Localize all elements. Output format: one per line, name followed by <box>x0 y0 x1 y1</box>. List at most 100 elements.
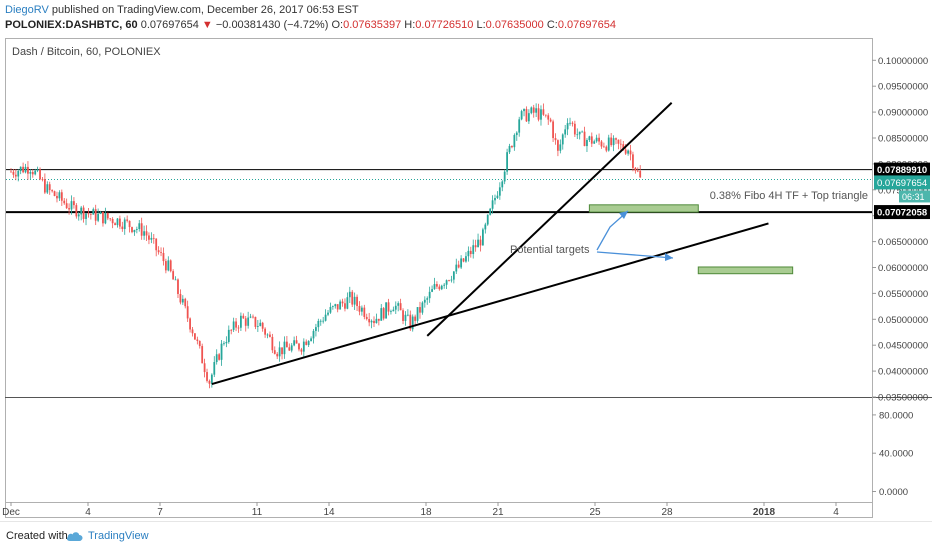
candle-body <box>56 195 58 199</box>
target-zone-2[interactable] <box>697 266 794 275</box>
candle-body <box>111 218 114 224</box>
candle-body <box>557 140 559 151</box>
candle-body <box>14 174 17 177</box>
time-tick-label: 18 <box>420 507 432 518</box>
candle-body <box>595 137 598 142</box>
price-tick-label: 0.06500000 <box>878 237 928 248</box>
candle-body <box>244 318 247 326</box>
candle-body <box>89 214 92 215</box>
price-tick-label: 0.08500000 <box>878 134 928 145</box>
candle-body <box>65 203 68 209</box>
candle-body <box>479 239 482 246</box>
publish-header: DiegoRV published on TradingView.com, De… <box>5 3 359 17</box>
candle-body <box>150 237 153 240</box>
candle-body <box>317 320 320 328</box>
candle-body <box>302 341 305 352</box>
published-text: published on TradingView.com, December 2… <box>51 4 359 16</box>
candle-body <box>189 318 191 330</box>
time-tick-label: 7 <box>157 507 163 518</box>
targets-annotation: Potential targets <box>510 244 590 256</box>
candle-body <box>283 341 286 355</box>
candle-body <box>271 336 274 351</box>
price-tick-label: 0.10000000 <box>878 56 928 67</box>
candle-body <box>126 219 129 221</box>
candle-body <box>70 201 73 210</box>
trendline-steep[interactable] <box>426 102 673 337</box>
candle-body <box>298 343 300 350</box>
candle-body <box>416 307 419 321</box>
level-price-tag-1 <box>874 162 930 177</box>
candle-body <box>477 239 479 248</box>
candle-body <box>240 315 242 328</box>
candle-body <box>356 296 358 307</box>
candle-body <box>315 327 317 331</box>
candle-body <box>394 305 397 310</box>
candle-body <box>305 341 308 345</box>
candle-body <box>624 149 627 154</box>
price-tick-label: 0.09500000 <box>878 82 928 93</box>
target-zone-1[interactable] <box>588 204 699 213</box>
candle-body <box>494 197 496 201</box>
candle-body <box>426 298 429 300</box>
fibo-annotation: 0.38% Fibo 4H TF + Top triangle <box>710 190 868 202</box>
candle-body <box>266 334 269 336</box>
candle-body <box>368 319 371 323</box>
candle-body <box>210 374 213 384</box>
candle-body <box>540 109 542 120</box>
candle-body <box>58 192 61 199</box>
candle-body <box>339 301 342 310</box>
candle-body <box>290 345 293 351</box>
candle-body <box>331 306 334 307</box>
candle-body <box>484 224 487 230</box>
candle-body <box>230 329 233 331</box>
candle-body <box>404 314 407 321</box>
price-tick-label: 0.06000000 <box>878 263 928 274</box>
candle-body <box>353 296 356 305</box>
candle-body <box>22 166 24 173</box>
change-down-arrow-icon: ▼ <box>201 19 213 31</box>
candle-body <box>43 179 46 193</box>
trendline-lower[interactable] <box>211 222 769 386</box>
candle-body <box>39 169 41 180</box>
candle-body <box>133 229 136 233</box>
candle-body <box>576 134 579 136</box>
level-price-tag-2 <box>874 205 930 220</box>
candle-body <box>41 179 44 180</box>
candle-body <box>566 123 569 130</box>
candle-body <box>586 139 588 147</box>
tradingview-link[interactable]: TradingView <box>88 530 149 542</box>
author-link[interactable]: DiegoRV <box>5 4 49 16</box>
candle-body <box>167 260 170 271</box>
candle-body <box>319 320 322 322</box>
candle-body <box>457 264 460 268</box>
candle-body <box>97 213 100 221</box>
price-tick-label: 0.03500000 <box>878 393 928 404</box>
high-value: 0.07726510 <box>415 19 474 31</box>
candle-body <box>375 318 378 324</box>
candle-body <box>627 150 629 154</box>
candle-body <box>436 284 438 287</box>
close-value: 0.07697654 <box>557 19 616 31</box>
candle-body <box>249 316 252 318</box>
price-chart[interactable]: Dash / Bitcoin, 60, POLONIEX 0.38% Fibo … <box>0 0 932 521</box>
candle-body <box>431 289 433 292</box>
candle-body <box>380 308 383 321</box>
chart-frame <box>5 38 873 518</box>
candle-body <box>218 354 221 360</box>
candle-body <box>17 171 20 177</box>
high-label: H: <box>404 19 416 31</box>
candle-body <box>273 350 276 354</box>
candle-body <box>491 200 494 209</box>
candle-body <box>152 237 155 239</box>
candle-body <box>527 113 530 122</box>
candle-body <box>53 191 56 196</box>
candle-body <box>607 137 610 151</box>
candle-body <box>261 322 264 329</box>
symbol-name[interactable]: POLONIEX:DASHBTC, 60 <box>5 19 138 31</box>
candle-body <box>119 218 121 227</box>
candle-body <box>131 227 133 233</box>
open-value: 0.07635397 <box>343 19 402 31</box>
candle-body <box>31 171 34 175</box>
candle-body <box>206 372 208 381</box>
candle-body <box>60 192 63 201</box>
